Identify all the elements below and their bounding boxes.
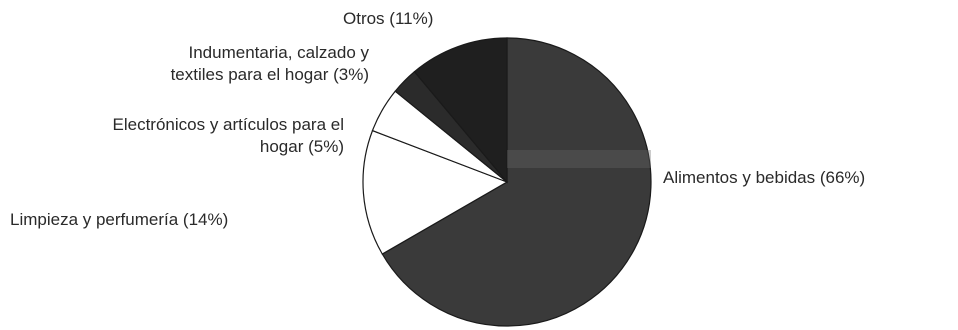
label-otros: Otros (11%) [343, 9, 434, 28]
label-indumentaria-line2: textiles para el hogar (3%) [170, 65, 369, 84]
pie-texture-band [507, 150, 651, 168]
pie-slice-0 [381, 37, 652, 327]
label-electronicos: Electrónicos y artículos para el hogar (… [113, 114, 345, 158]
label-alimentos: Alimentos y bebidas (66%) [663, 168, 866, 187]
label-electronicos-line1: Electrónicos y artículos para el [112, 115, 345, 134]
label-indumentaria-line1: Indumentaria, calzado y [188, 43, 370, 62]
label-electronicos-line2: hogar (5%) [259, 137, 344, 156]
pie-slice-4 [413, 37, 508, 184]
label-limpieza: Limpieza y perfumería (14%) [10, 210, 229, 229]
pie-slice-1 [362, 129, 509, 255]
label-indumentaria: Indumentaria, calzado y textiles para el… [171, 42, 369, 86]
